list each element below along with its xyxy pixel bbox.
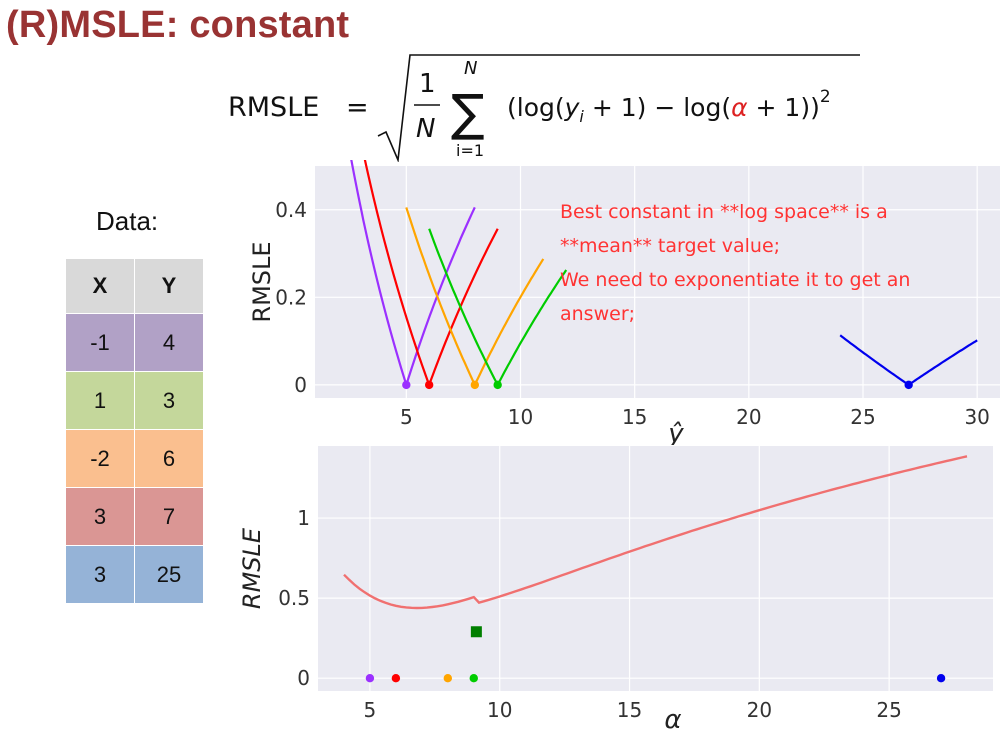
plot-area	[315, 166, 1000, 398]
cell-x: -2	[65, 429, 135, 488]
y-axis-label: RMSLE	[248, 241, 276, 322]
minimum-point	[402, 380, 411, 390]
cell-y: 3	[134, 371, 204, 430]
cell-y: 6	[134, 429, 204, 488]
target-point	[365, 673, 375, 683]
cell-x: 3	[65, 545, 135, 604]
cell-x: 1	[65, 371, 135, 430]
y-tick-label: 0	[297, 666, 310, 690]
annotation-line: **mean** target value;	[560, 235, 780, 257]
table-row: -2 6	[65, 429, 204, 488]
formula-equals: =	[346, 92, 369, 123]
optimal-alpha-marker	[470, 626, 482, 638]
x-axis-label: ŷ	[667, 419, 684, 445]
y-tick-label: 1	[297, 506, 310, 530]
sum-upper: N	[464, 58, 477, 79]
formula-body: (log(yi + 1) − log(α + 1))2	[507, 87, 831, 126]
rmsle-vs-alpha-chart: 5 10 15 20 25 0 0.5 1 RMSLE α	[238, 446, 993, 735]
annotation-line: We need to exponentiate it to get an	[560, 269, 910, 291]
minimum-point	[904, 380, 913, 390]
x-tick-label: 10	[508, 405, 533, 429]
rmsle-curve	[343, 455, 968, 610]
cell-y: 7	[134, 487, 204, 546]
x-tick-label: 10	[487, 698, 512, 722]
target-point	[936, 673, 946, 683]
x-tick-label: 20	[747, 698, 772, 722]
page-title: (R)MSLE: constant	[6, 4, 350, 46]
cell-x: 3	[65, 487, 135, 546]
target-point	[391, 673, 401, 683]
x-tick-label: 15	[617, 698, 642, 722]
x-tick-label: 20	[736, 405, 761, 429]
series-line	[350, 160, 476, 388]
table-row: 3 25	[65, 545, 204, 604]
target-point	[443, 673, 453, 683]
table-header-row: X Y	[65, 258, 204, 314]
sum-sign: ∑	[451, 84, 485, 142]
cell-y: 25	[134, 545, 204, 604]
minimum-point	[470, 380, 480, 390]
rmsle-formula: RMSLE = 1 N N ∑ i=1 (log(yi + 1) − log(α…	[228, 54, 860, 162]
header-x: X	[65, 258, 135, 314]
x-axis-label: α	[664, 705, 681, 735]
y-tick-label: 0.2	[275, 285, 307, 309]
x-tick-label: 30	[964, 405, 989, 429]
table-row: -1 4	[65, 313, 204, 372]
x-tick-label: 5	[364, 698, 377, 722]
minimum-point	[424, 380, 434, 390]
x-tick-label: 5	[400, 405, 413, 429]
annotation-line: Best constant in **log space** is a	[560, 201, 888, 223]
plot-area	[318, 446, 993, 691]
annotation-line: answer;	[560, 303, 635, 325]
y-axis-label: RMSLE	[238, 527, 266, 609]
frac-numerator: 1	[419, 69, 436, 99]
x-tick-label: 25	[876, 698, 901, 722]
target-point	[469, 673, 478, 683]
y-tick-label: 0	[294, 373, 307, 397]
header-y: Y	[134, 258, 204, 314]
y-tick-label: 0.4	[275, 198, 307, 222]
cell-x: -1	[65, 313, 135, 372]
annotation-text: Best constant in **log space** is a **mea…	[560, 201, 910, 325]
cell-y: 4	[134, 313, 204, 372]
frac-denominator: N	[416, 114, 435, 144]
x-tick-label: 15	[622, 405, 647, 429]
sum-lower: i=1	[456, 141, 484, 160]
sqrt-sign	[377, 54, 860, 162]
x-tick-label: 25	[850, 405, 875, 429]
data-label: Data:	[96, 206, 159, 236]
series-line	[363, 160, 499, 388]
formula-lhs: RMSLE	[228, 92, 319, 123]
y-tick-label: 0.5	[278, 586, 310, 610]
rmsle-vs-yhat-chart: 5 10 15 20 25 30 0 0.2 0.4 RMSLE ŷ Best constant in…	[248, 160, 1000, 445]
minimum-point	[493, 380, 502, 390]
